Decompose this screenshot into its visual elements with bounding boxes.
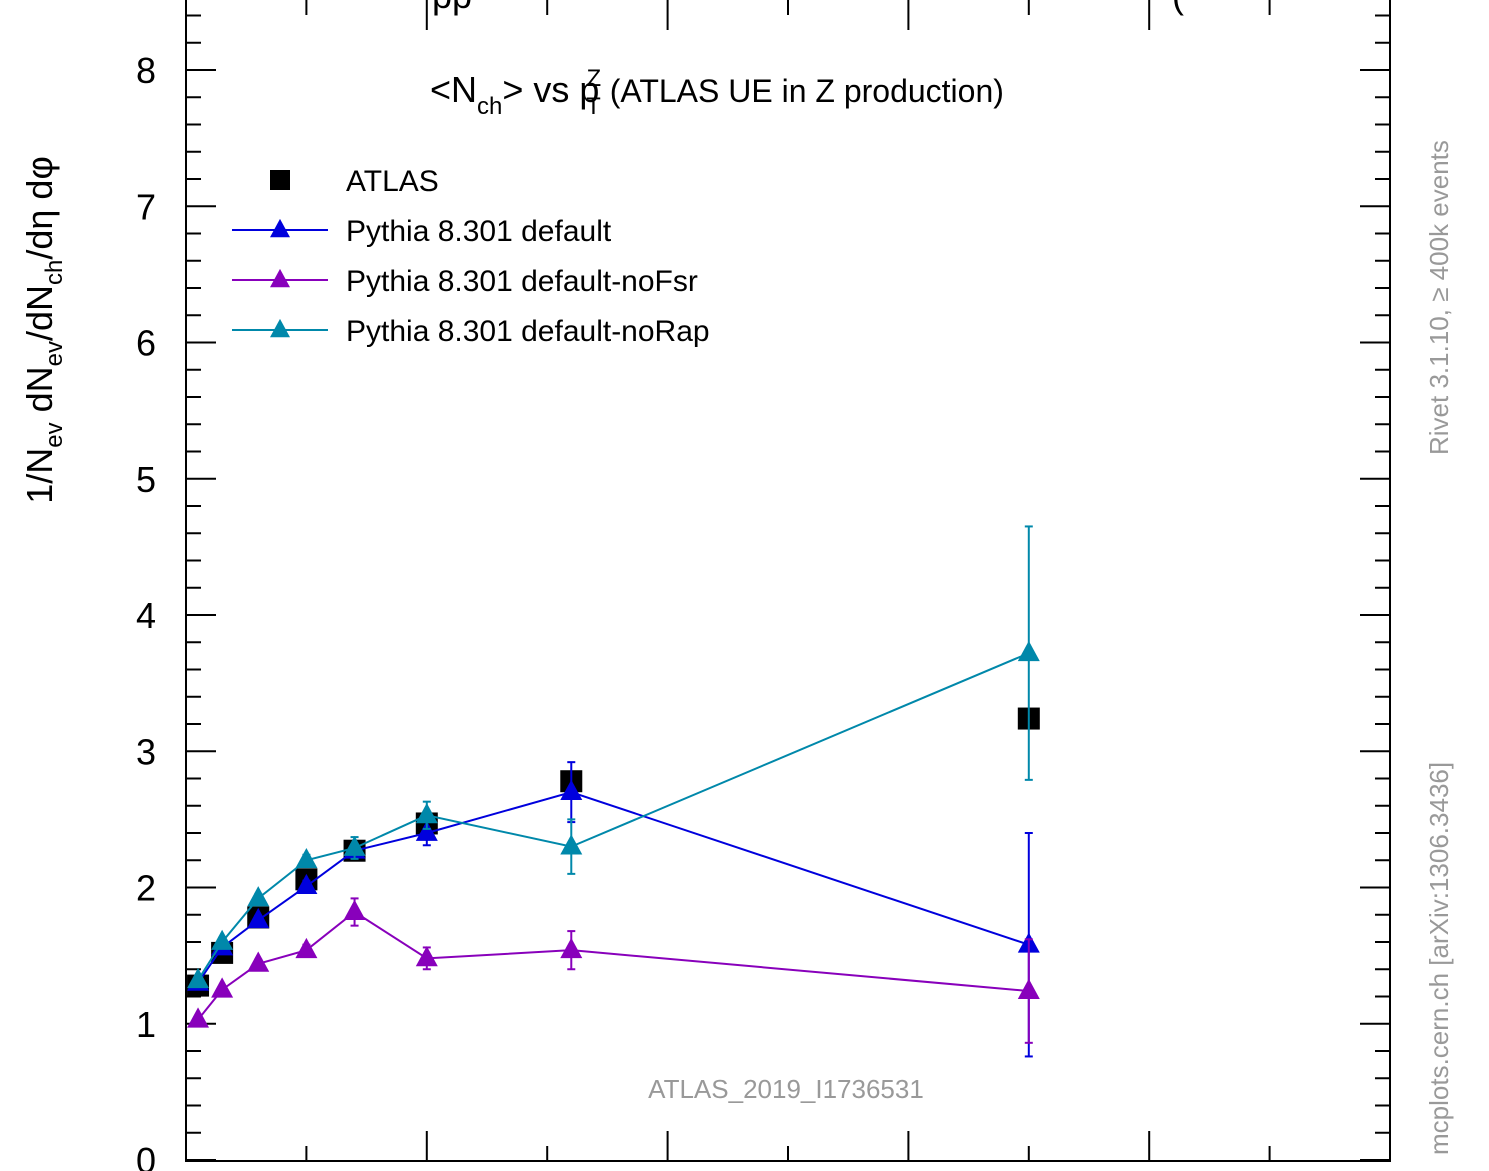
legend-marker-triangle: [270, 218, 290, 238]
y-tick-label: 5: [136, 459, 156, 500]
side-label-rivet: Rivet 3.1.10, ≥ 400k events: [1424, 140, 1454, 455]
series-layer: [187, 525, 1040, 1058]
title-cut-fragment: pp: [432, 0, 472, 16]
y-tick-label: 4: [136, 595, 156, 636]
plot-title: <Nch> vs pZ T (ATLAS UE in Z production): [430, 65, 1004, 120]
y-tick-label: 8: [136, 50, 156, 91]
data-point-triangle: [295, 937, 318, 959]
data-point-triangle: [247, 886, 270, 907]
data-point-triangle: [187, 967, 210, 989]
y-axis-label: 1/Nev dNev/dNch/dη dφ: [19, 156, 68, 504]
data-point-triangle: [1017, 978, 1040, 999]
analysis-watermark: ATLAS_2019_I1736531: [648, 1074, 924, 1104]
data-point-triangle: [211, 929, 234, 950]
y-tick-label: 3: [136, 731, 156, 772]
data-point-triangle: [560, 834, 583, 855]
legend-item: ATLAS: [270, 165, 439, 198]
series-line: [197, 910, 1029, 1021]
series-3: [187, 525, 1040, 989]
legend-item: Pythia 8.301 default-noFsr: [232, 265, 698, 298]
data-point-triangle: [247, 951, 270, 972]
title-cut-paren: (: [1172, 0, 1184, 16]
legend-marker-triangle: [270, 268, 290, 288]
data-point-triangle: [560, 779, 583, 801]
y-tick-label: 6: [136, 323, 156, 364]
data-point-triangle: [415, 946, 438, 967]
data-point-triangle: [343, 899, 366, 920]
legend-marker-square: [270, 170, 290, 190]
y-tick-label: 1: [136, 1004, 156, 1045]
y-tick-label: 2: [136, 868, 156, 909]
y-tick-label: 7: [136, 186, 156, 227]
legend: ATLAS Pythia 8.301 default Pythia 8.301 de…: [232, 165, 710, 348]
side-label-mcplots: mcplots.cern.ch [arXiv:1306.3436]: [1424, 762, 1454, 1155]
data-point-triangle: [295, 873, 318, 895]
legend-label: Pythia 8.301 default: [346, 215, 612, 248]
data-point-triangle: [560, 937, 583, 959]
data-point-triangle: [211, 977, 234, 998]
legend-label: Pythia 8.301 default-noRap: [346, 315, 710, 348]
legend-label: ATLAS: [346, 165, 439, 198]
data-point-triangle: [1017, 640, 1040, 662]
data-point-triangle: [415, 820, 438, 841]
y-axis: 0 1 2 3 4 5 6 7 8: [136, 14, 1390, 1171]
series-2: [187, 897, 1040, 1044]
series-1: [187, 761, 1040, 1058]
legend-item: Pythia 8.301 default: [232, 215, 612, 248]
data-point-triangle: [415, 803, 438, 824]
legend-marker-triangle: [270, 318, 290, 338]
legend-label: Pythia 8.301 default-noFsr: [346, 265, 698, 298]
data-point-triangle: [343, 835, 366, 856]
series-line: [197, 652, 1030, 981]
legend-item: Pythia 8.301 default-noRap: [232, 315, 710, 348]
x-axis: [185, 0, 1391, 1161]
data-point-triangle: [295, 847, 318, 869]
data-point-triangle: [247, 907, 270, 929]
y-tick-label: 0: [136, 1140, 156, 1171]
data-point-triangle: [187, 1007, 210, 1028]
